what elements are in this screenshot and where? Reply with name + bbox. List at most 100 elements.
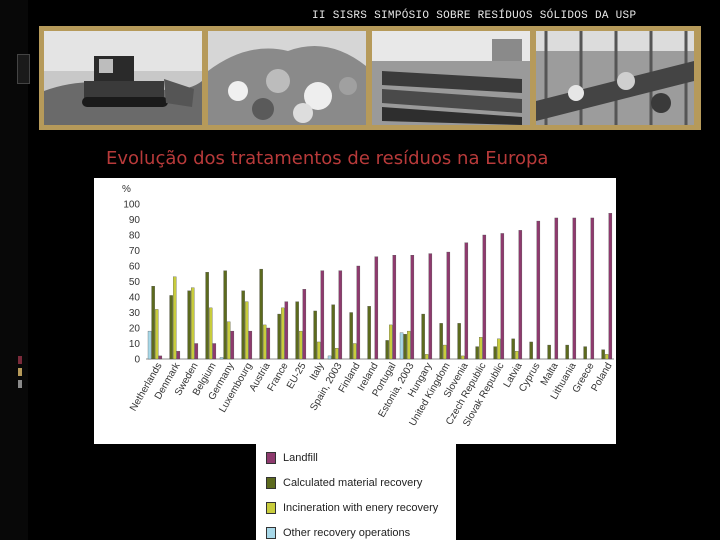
bar-landfill-greece bbox=[590, 217, 595, 360]
bar-incineration-with-enery-recovery-netherlands bbox=[155, 309, 159, 360]
bar-landfill-spain-2003 bbox=[338, 270, 343, 360]
bar-calculated-material-recovery-italy bbox=[313, 310, 317, 360]
y-tick-label: 100 bbox=[123, 200, 140, 211]
containers-photo bbox=[372, 31, 530, 125]
legend-swatch-other-recovery bbox=[266, 527, 276, 539]
sorting-facility-photo bbox=[536, 31, 694, 125]
bar-calculated-material-recovery-ireland bbox=[367, 306, 371, 360]
bar-calculated-material-recovery-latvia bbox=[511, 338, 515, 360]
left-strip bbox=[0, 0, 28, 540]
bar-landfill-lithuania bbox=[572, 217, 577, 360]
y-tick-label: 70 bbox=[129, 246, 141, 257]
bar-landfill-poland bbox=[608, 213, 613, 360]
bar-calculated-material-recovery-luxembourg bbox=[241, 290, 245, 360]
bar-calculated-material-recovery-slovak-republic bbox=[493, 346, 497, 360]
bar-calculated-material-recovery-eu-25 bbox=[295, 301, 299, 360]
side-accent-gold bbox=[18, 368, 22, 376]
legend-swatch-landfill bbox=[266, 452, 276, 464]
waste-pile-photo bbox=[208, 31, 366, 125]
bar-calculated-material-recovery-lithuania bbox=[565, 344, 569, 360]
legend-label-other-recovery: Other recovery operations bbox=[283, 527, 411, 539]
bar-incineration-with-enery-recovery-eu-25 bbox=[299, 330, 303, 360]
bar-landfill-italy bbox=[320, 270, 325, 360]
bar-incineration-with-enery-recovery-portugal bbox=[389, 324, 393, 360]
bar-other-recovery-operations-germany bbox=[219, 357, 224, 360]
y-tick-label: 20 bbox=[129, 324, 141, 335]
bar-calculated-material-recovery-france bbox=[277, 313, 281, 360]
legend-item-landfill: Landfill bbox=[266, 451, 318, 465]
bar-incineration-with-enery-recovery-denmark bbox=[173, 276, 177, 360]
bar-calculated-material-recovery-belgium bbox=[205, 272, 209, 360]
bar-landfill-hungary bbox=[428, 253, 433, 360]
legend-swatch-material-recovery bbox=[266, 477, 276, 489]
y-tick-label: 30 bbox=[129, 308, 141, 319]
chart-legend: Landfill Calculated material recovery In… bbox=[256, 444, 456, 540]
bar-landfill-germany bbox=[230, 330, 235, 360]
bar-landfill-malta bbox=[554, 217, 559, 360]
bar-incineration-with-enery-recovery-germany bbox=[227, 321, 231, 360]
bar-calculated-material-recovery-finland bbox=[349, 312, 353, 360]
bar-other-recovery-operations-spain-2003 bbox=[327, 355, 332, 360]
y-tick-label: 10 bbox=[129, 339, 141, 350]
bar-calculated-material-recovery-hungary bbox=[421, 313, 425, 360]
bar-calculated-material-recovery-estonia-2003 bbox=[403, 334, 407, 360]
header-title: II SISRS SIMPÓSIO SOBRE RESÍDUOS SÓLIDOS… bbox=[312, 10, 637, 22]
bar-calculated-material-recovery-malta bbox=[547, 344, 551, 360]
bar-incineration-with-enery-recovery-slovenia bbox=[461, 355, 465, 360]
bar-landfill-czech-republic bbox=[482, 234, 487, 360]
legend-label-landfill: Landfill bbox=[283, 452, 318, 464]
bar-incineration-with-enery-recovery-slovak-republic bbox=[497, 338, 501, 360]
bar-incineration-with-enery-recovery-belgium bbox=[209, 307, 213, 360]
chart-panel: % 0 10 20 30 40 50 60 70 80 90 100 Netherlands Denmar… bbox=[94, 178, 616, 444]
bar-landfill-latvia bbox=[518, 230, 523, 360]
bar-calculated-material-recovery-slovenia bbox=[457, 323, 461, 360]
bar-landfill-finland bbox=[356, 265, 361, 360]
bar-incineration-with-enery-recovery-finland bbox=[353, 343, 357, 360]
side-accent-grey bbox=[18, 380, 22, 388]
bar-landfill-slovak-republic bbox=[500, 233, 505, 360]
bar-calculated-material-recovery-poland bbox=[601, 349, 605, 360]
bar-other-recovery-operations-netherlands bbox=[147, 330, 152, 360]
legend-item-material-recovery: Calculated material recovery bbox=[266, 476, 422, 490]
bar-calculated-material-recovery-sweden bbox=[187, 290, 191, 360]
bar-chart: %0102030405060708090100NetherlandsDenmar… bbox=[122, 184, 615, 429]
legend-item-incineration: Incineration with enery recovery bbox=[266, 501, 438, 515]
y-tick-label: 90 bbox=[129, 215, 141, 226]
bar-incineration-with-enery-recovery-france bbox=[281, 307, 285, 360]
bar-landfill-sweden bbox=[194, 343, 199, 360]
y-tick-label: 60 bbox=[129, 262, 141, 273]
slide-marker bbox=[17, 54, 30, 84]
bar-incineration-with-enery-recovery-hungary bbox=[425, 354, 429, 360]
bar-calculated-material-recovery-cyprus bbox=[529, 341, 533, 360]
bar-landfill-netherlands bbox=[158, 355, 163, 360]
y-tick-label: 80 bbox=[129, 231, 141, 242]
side-accent-red bbox=[18, 356, 22, 364]
bar-calculated-material-recovery-germany bbox=[223, 270, 227, 360]
bar-calculated-material-recovery-spain-2003 bbox=[331, 304, 335, 360]
bar-incineration-with-enery-recovery-sweden bbox=[191, 287, 195, 360]
bar-landfill-denmark bbox=[176, 351, 181, 360]
bar-calculated-material-recovery-austria bbox=[259, 268, 263, 360]
y-tick-label: 50 bbox=[129, 277, 141, 288]
bar-calculated-material-recovery-denmark bbox=[169, 295, 173, 360]
bar-landfill-united-kingdom bbox=[446, 251, 451, 360]
bar-landfill-austria bbox=[266, 327, 271, 360]
bar-landfill-eu-25 bbox=[302, 289, 307, 360]
bar-incineration-with-enery-recovery-poland bbox=[605, 354, 609, 360]
bar-incineration-with-enery-recovery-united-kingdom bbox=[443, 344, 447, 360]
bar-incineration-with-enery-recovery-estonia-2003 bbox=[407, 330, 411, 360]
bar-landfill-belgium bbox=[212, 343, 217, 360]
bar-incineration-with-enery-recovery-italy bbox=[317, 341, 321, 360]
legend-item-other-recovery: Other recovery operations bbox=[266, 526, 410, 540]
bar-landfill-luxembourg bbox=[248, 330, 253, 360]
bar-other-recovery-operations-estonia-2003 bbox=[399, 332, 404, 360]
bar-calculated-material-recovery-united-kingdom bbox=[439, 323, 443, 360]
bar-calculated-material-recovery-czech-republic bbox=[475, 346, 479, 360]
legend-label-incineration: Incineration with enery recovery bbox=[283, 502, 439, 514]
bar-incineration-with-enery-recovery-latvia bbox=[515, 351, 519, 360]
y-tick-label: 0 bbox=[134, 355, 140, 366]
y-axis-label: % bbox=[122, 184, 131, 195]
legend-swatch-incineration bbox=[266, 502, 276, 514]
bar-calculated-material-recovery-greece bbox=[583, 346, 587, 360]
bar-landfill-portugal bbox=[392, 255, 397, 360]
